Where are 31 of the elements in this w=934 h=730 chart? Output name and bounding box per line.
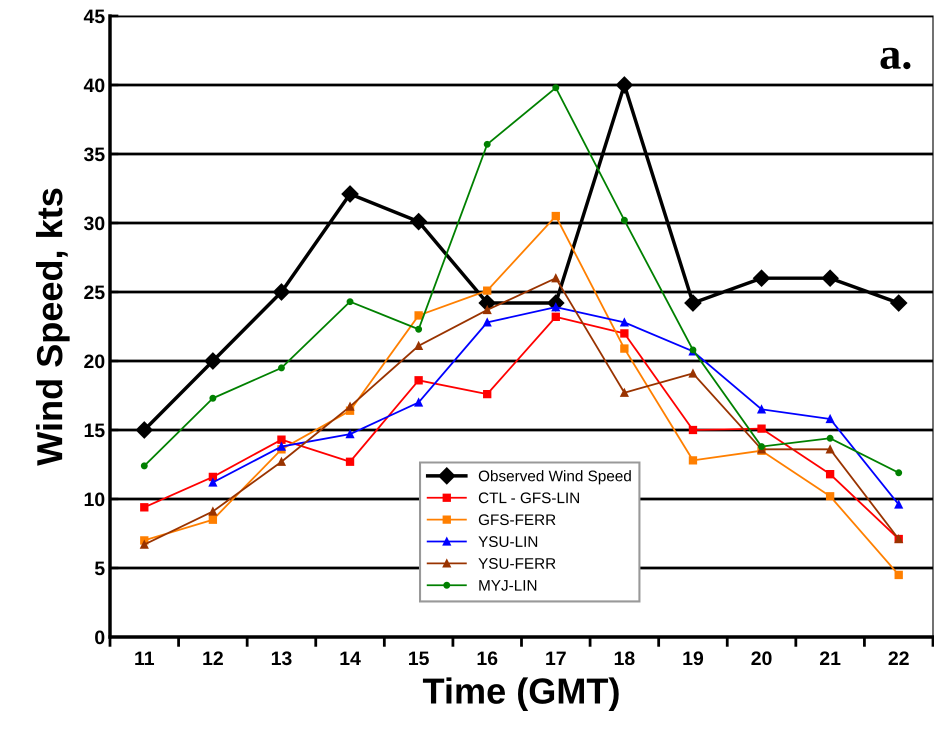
x-tick-label: 18	[614, 651, 635, 666]
x-tick-label: 13	[272, 651, 292, 666]
legend-label: YSU-LIN	[478, 536, 538, 547]
y-tick-label: 20	[84, 354, 104, 368]
annotation: a.	[880, 48, 910, 70]
y-tick-label: 15	[84, 424, 105, 438]
y-tick-label: 10	[84, 492, 104, 506]
y-tick-label: 5	[94, 562, 105, 576]
y-axis-title: Wind Speed, kts	[36, 188, 70, 466]
y-tick-label: 30	[84, 216, 104, 230]
y-tick-label: 35	[84, 147, 105, 162]
x-tick-label: 19	[683, 651, 704, 666]
x-tick-label: 22	[888, 651, 909, 665]
x-tick-label: 21	[820, 651, 840, 665]
y-tick-label: 25	[84, 285, 105, 300]
x-tick-label: 14	[340, 652, 361, 665]
x-axis-title: Time (GMT)	[422, 677, 619, 712]
x-tick-label: 16	[478, 651, 498, 666]
x-tick-label: 17	[546, 652, 566, 665]
y-tick-label: 45	[84, 10, 105, 24]
legend-label: GFS-FERR	[478, 514, 556, 526]
x-tick-label: 12	[203, 651, 223, 665]
x-tick-label: 20	[751, 651, 772, 666]
legend-label: Observed Wind Speed	[478, 470, 631, 484]
legend-label: MYJ-LIN	[479, 580, 536, 591]
legend-label: YSU-FERR	[478, 558, 556, 569]
y-tick-label: 40	[84, 78, 104, 92]
legend-label: CTL - GFS-LIN	[478, 492, 579, 504]
x-tick-label: 15	[409, 652, 429, 666]
x-tick-label: 11	[135, 652, 154, 665]
y-tick-label: 0	[95, 630, 104, 644]
